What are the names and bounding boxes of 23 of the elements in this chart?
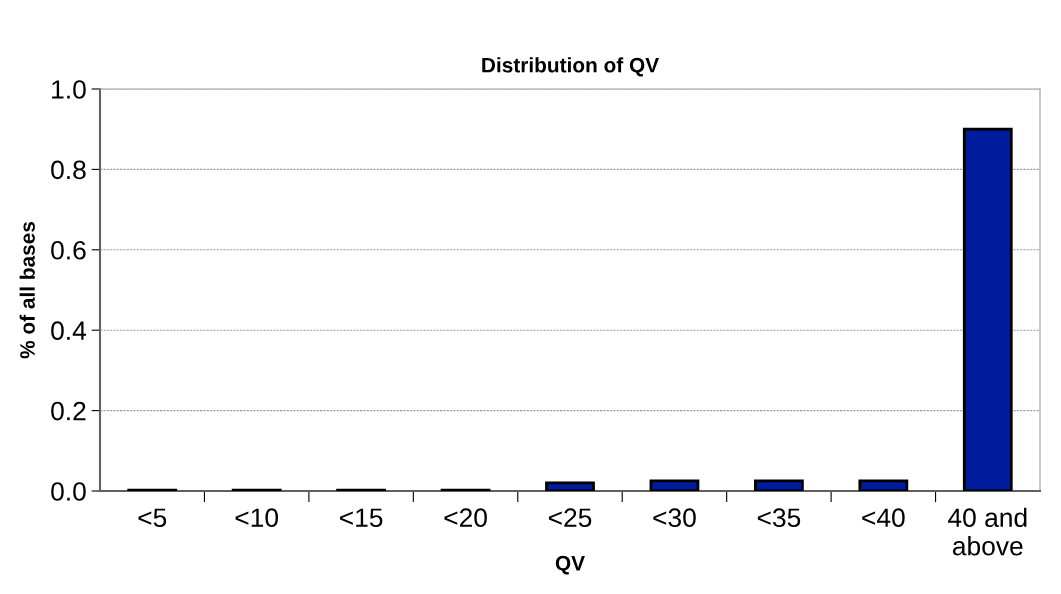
x-axis-title: QV (555, 555, 585, 575)
y-tick-label: 0.6 (51, 240, 86, 260)
y-tick-label: 0.4 (51, 321, 87, 341)
bar (962, 127, 1013, 491)
x-tick-label: <40 (862, 508, 905, 528)
x-tick-label: <35 (757, 508, 801, 528)
x-tick-label: <10 (235, 508, 279, 528)
y-tick-label: 0.8 (51, 160, 86, 180)
x-tick-label: <5 (138, 508, 167, 528)
y-tick-label: 0.0 (51, 482, 86, 501)
bar (545, 481, 595, 491)
x-tick-label: <20 (444, 508, 487, 528)
x-tick-label: 40 and above (948, 507, 1027, 556)
bar (754, 479, 804, 491)
bar (858, 479, 909, 491)
x-tick-label: <15 (340, 508, 383, 528)
y-tick-label: 1.0 (52, 80, 86, 99)
chart-title: Distribution of QV (482, 57, 659, 77)
bar (649, 479, 700, 491)
x-tick-label: <30 (653, 508, 696, 528)
x-tick-label: <25 (548, 508, 592, 528)
y-axis-title: % of all bases (19, 221, 35, 359)
y-tick-label: 0.2 (51, 401, 86, 421)
